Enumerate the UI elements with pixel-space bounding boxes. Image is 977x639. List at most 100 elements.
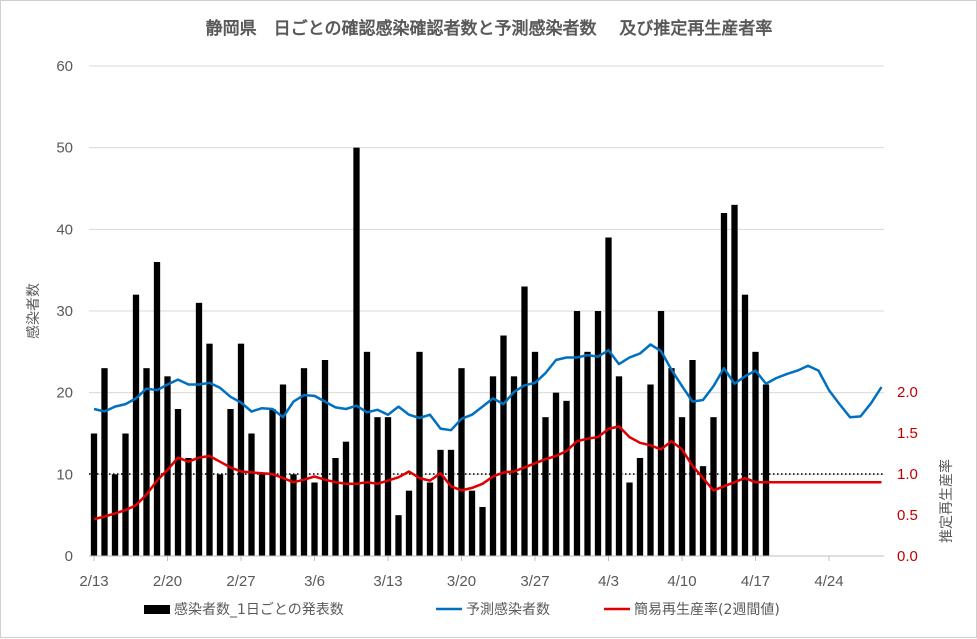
bar <box>605 237 612 556</box>
bar <box>185 458 192 556</box>
bar <box>227 409 234 556</box>
x-tick-label: 4/3 <box>598 573 619 590</box>
bar <box>395 515 402 556</box>
y2-tick-label: 1.5 <box>897 425 918 442</box>
bar <box>479 507 486 556</box>
legend-label: 感染者数_1日ごとの発表数 <box>174 601 344 618</box>
x-tick-label: 3/20 <box>447 573 476 590</box>
y-tick-label: 0 <box>65 548 73 565</box>
y-tick-label: 30 <box>56 303 73 320</box>
bar <box>195 302 203 556</box>
bar <box>584 351 591 556</box>
legend-label: 簡易再生産率(2週間値) <box>634 601 780 618</box>
bar <box>269 409 276 556</box>
y2-tick-label: 2.0 <box>897 384 918 401</box>
bar <box>90 433 98 556</box>
y-tick-label: 60 <box>56 58 73 75</box>
bar-series <box>90 147 770 557</box>
bar <box>699 466 707 556</box>
bar <box>500 335 507 556</box>
line-series <box>89 343 884 521</box>
bar <box>405 490 413 556</box>
bar <box>342 441 350 556</box>
x-tick-label: 4/24 <box>814 573 843 590</box>
bar <box>143 368 150 556</box>
bar <box>458 368 465 556</box>
legend: 感染者数_1日ごとの発表数 予測感染者数 簡易再生産率(2週間値) <box>144 601 780 618</box>
bar <box>731 204 738 557</box>
bar <box>164 376 171 556</box>
bar <box>594 311 602 556</box>
bar <box>689 360 696 556</box>
y-tick-label: 10 <box>56 466 73 483</box>
bar <box>468 490 476 556</box>
y2-tick-label: 1.0 <box>897 466 918 483</box>
x-tick-label: 2/13 <box>79 573 108 590</box>
legend-label: 予測感染者数 <box>466 601 550 618</box>
bar <box>720 213 728 556</box>
bar <box>657 311 665 556</box>
x-tick-label: 4/10 <box>667 573 696 590</box>
y2-tick-label: 0.0 <box>897 548 918 565</box>
bar <box>237 343 245 556</box>
x-tick-label: 3/6 <box>304 573 325 590</box>
bar <box>206 343 213 556</box>
bar <box>122 433 129 556</box>
y-axis-title: 感染者数 <box>25 283 42 339</box>
y-tick-label: 20 <box>56 385 73 402</box>
bar <box>552 392 560 556</box>
bar <box>321 360 329 556</box>
bar <box>636 458 644 556</box>
chart-title: 静岡県 日ごとの確認感染確認者数と予測感染者数 及び推定再生産者率 <box>206 18 773 39</box>
bar <box>510 376 518 556</box>
bar <box>563 400 570 556</box>
bar <box>762 384 770 556</box>
bar <box>416 351 423 556</box>
x-tick-label: 4/17 <box>741 573 770 590</box>
axes: 0 10 20 30 40 50 60 0.0 0.5 1.0 1.5 2.0 2/13 2/20 2/27… <box>56 58 918 590</box>
bar <box>332 458 339 556</box>
predicted-line <box>93 343 883 432</box>
bar <box>153 262 161 556</box>
bar <box>678 417 686 556</box>
bar <box>111 474 119 556</box>
bar <box>353 147 360 556</box>
bar <box>573 311 581 556</box>
x-tick-label: 3/27 <box>520 573 549 590</box>
bar <box>101 368 108 556</box>
y-tick-label: 40 <box>56 221 73 238</box>
y2-axis-title: 推定再生産率 <box>938 459 955 543</box>
bar <box>437 449 444 556</box>
bar <box>741 294 749 556</box>
bar <box>426 482 434 556</box>
y-tick-label: 50 <box>56 140 73 157</box>
bar <box>752 351 759 556</box>
rt-line <box>93 425 882 521</box>
x-tick-label: 2/20 <box>153 573 182 590</box>
legend-icon-bar <box>144 605 170 614</box>
bar <box>374 417 381 556</box>
bar <box>710 417 717 556</box>
x-tick-label: 2/27 <box>226 573 255 590</box>
bar <box>300 368 308 556</box>
bar <box>290 474 297 556</box>
bar <box>363 351 371 556</box>
bar <box>132 294 140 556</box>
bar <box>447 449 455 556</box>
bar <box>626 482 633 556</box>
bar <box>248 433 255 556</box>
y2-tick-label: 0.5 <box>897 507 918 524</box>
bar <box>647 384 654 556</box>
bar <box>174 409 182 556</box>
bar <box>279 384 287 556</box>
bar <box>489 376 497 556</box>
bar <box>384 417 392 556</box>
bar <box>668 368 675 556</box>
x-tick-label: 3/13 <box>373 573 402 590</box>
bar <box>531 351 539 556</box>
bar <box>542 417 549 556</box>
bar <box>311 482 318 556</box>
bar <box>521 286 528 556</box>
